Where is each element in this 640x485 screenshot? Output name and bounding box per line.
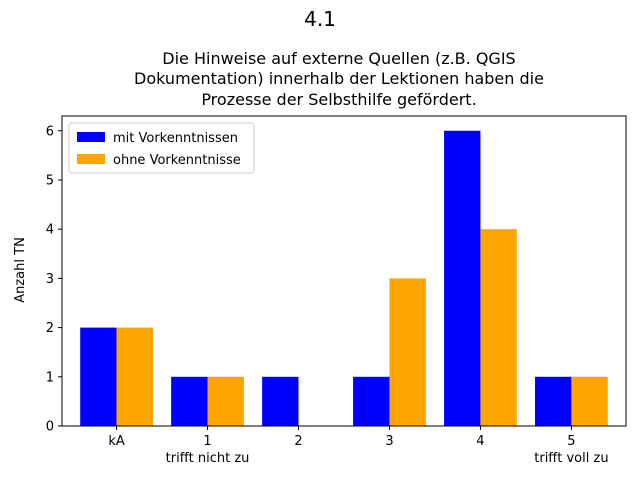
x-tick-sublabel-5: trifft voll zu [534,451,608,466]
x-tick-label-3: 3 [385,434,393,449]
chart-title-line-2: Dokumentation) innerhalb der Lektionen h… [134,69,544,88]
bar-mit-0 [80,327,117,426]
x-tick-sublabel-1: trifft nicht zu [166,451,250,466]
legend-box [68,122,255,174]
legend-swatch-0 [77,132,105,142]
x-tick-label-4: 4 [476,434,484,449]
chart-suptitle: 4.1 [304,7,336,31]
bar-mit-5 [535,376,572,426]
chart-title-line-3: Prozesse der Selbsthilfe gefördert. [201,90,476,109]
axes-frame [61,115,627,427]
bar-ohne-1 [207,376,244,426]
bar-ohne-3 [389,278,426,426]
y-tick-label-3: 3 [46,272,54,287]
legend-label-0: mit Vorkenntnissen [113,131,238,146]
bar-ohne-5 [571,376,608,426]
x-tick-label-0: kA [108,434,125,449]
plot-area: 0 1 2 3 4 5 6 kA 1 trifft nicht zu 2 3 4 5 trifft voll… [46,115,627,466]
y-tick-label-6: 6 [46,124,54,139]
bar-mit-1 [171,376,208,426]
chart-title-line-1: Die Hinweise auf externe Quellen (z.B. Q… [162,49,515,68]
y-tick-label-2: 2 [46,321,54,336]
bar-mit-4 [444,130,481,426]
bar-mit-2 [262,376,299,426]
x-tick-label-2: 2 [294,434,302,449]
y-axis-label: Anzahl TN [13,237,28,303]
bar-ohne-0 [116,327,153,426]
legend-swatch-1 [77,154,105,164]
y-tick-label-1: 1 [46,370,54,385]
y-tick-label-0: 0 [46,420,54,435]
bar-mit-3 [353,376,390,426]
legend-label-1: ohne Vorkenntnisse [113,153,241,168]
bar-ohne-4 [480,229,517,426]
y-tick-label-4: 4 [46,223,54,238]
x-tick-label-5: 5 [567,434,575,449]
x-tick-label-1: 1 [203,434,211,449]
y-tick-label-5: 5 [46,173,54,188]
